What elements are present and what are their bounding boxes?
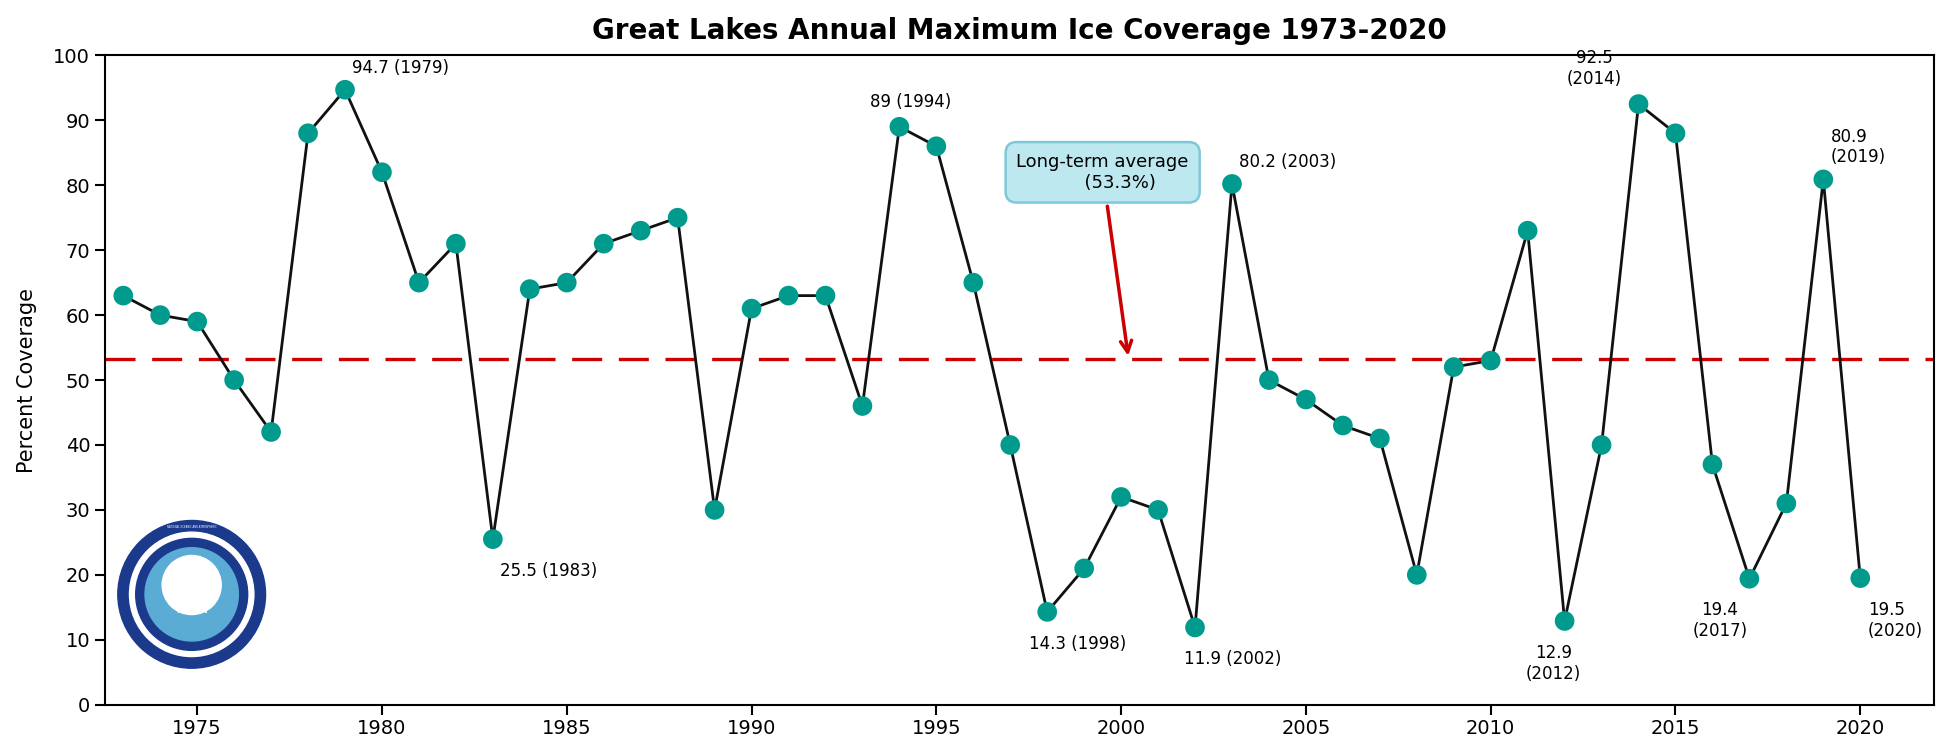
Point xyxy=(1106,491,1137,503)
Point xyxy=(144,309,176,321)
Point xyxy=(921,140,952,153)
Text: 19.4
(2017): 19.4 (2017) xyxy=(1692,602,1748,640)
Point xyxy=(1180,621,1212,633)
Point xyxy=(1623,98,1654,110)
Point xyxy=(181,316,213,328)
Point xyxy=(1586,439,1617,451)
Text: 94.7 (1979): 94.7 (1979) xyxy=(353,59,449,77)
Point xyxy=(1734,573,1766,585)
Point xyxy=(810,290,841,302)
Point xyxy=(107,290,139,302)
Point xyxy=(293,128,324,140)
Text: 12.9
(2012): 12.9 (2012) xyxy=(1526,644,1580,683)
Point xyxy=(1438,361,1469,373)
Title: Great Lakes Annual Maximum Ice Coverage 1973-2020: Great Lakes Annual Maximum Ice Coverage … xyxy=(591,17,1448,45)
Point xyxy=(1660,128,1692,140)
Point xyxy=(773,290,804,302)
Point xyxy=(958,276,989,288)
Point xyxy=(1475,355,1506,367)
Point xyxy=(515,283,546,295)
Point xyxy=(587,238,618,250)
Point xyxy=(698,504,730,516)
Point xyxy=(736,303,767,315)
Text: 14.3 (1998): 14.3 (1998) xyxy=(1028,635,1126,652)
Point xyxy=(661,211,693,223)
Point xyxy=(1143,504,1175,516)
Point xyxy=(1549,615,1580,627)
Point xyxy=(624,225,656,237)
Text: 80.9
(2019): 80.9 (2019) xyxy=(1830,128,1887,166)
Text: 89 (1994): 89 (1994) xyxy=(870,93,950,110)
Point xyxy=(367,166,398,178)
Point xyxy=(1215,178,1247,190)
Point xyxy=(1401,569,1432,581)
Text: 80.2 (2003): 80.2 (2003) xyxy=(1239,153,1336,171)
Text: Long-term average
      (53.3%): Long-term average (53.3%) xyxy=(1016,153,1188,352)
Text: 19.5
(2020): 19.5 (2020) xyxy=(1867,601,1924,639)
Point xyxy=(1364,433,1395,445)
Point xyxy=(1327,420,1358,432)
Point xyxy=(884,121,915,133)
Point xyxy=(1032,606,1063,618)
Point xyxy=(1512,225,1543,237)
Point xyxy=(1844,572,1875,584)
Point xyxy=(330,84,361,96)
Point xyxy=(441,238,472,250)
Point xyxy=(995,439,1026,451)
Y-axis label: Percent Coverage: Percent Coverage xyxy=(18,288,37,473)
Point xyxy=(219,374,250,386)
Point xyxy=(1253,374,1284,386)
Point xyxy=(1697,458,1729,470)
Point xyxy=(404,276,435,288)
Point xyxy=(256,426,287,438)
Text: 11.9 (2002): 11.9 (2002) xyxy=(1184,650,1282,668)
Point xyxy=(847,400,878,412)
Point xyxy=(550,276,581,288)
Point xyxy=(478,533,509,545)
Point xyxy=(1809,174,1840,186)
Point xyxy=(1069,562,1100,575)
Text: 25.5 (1983): 25.5 (1983) xyxy=(499,562,597,580)
Text: 92.5
(2014): 92.5 (2014) xyxy=(1567,49,1621,88)
Point xyxy=(1290,393,1321,405)
Point xyxy=(1772,498,1803,510)
